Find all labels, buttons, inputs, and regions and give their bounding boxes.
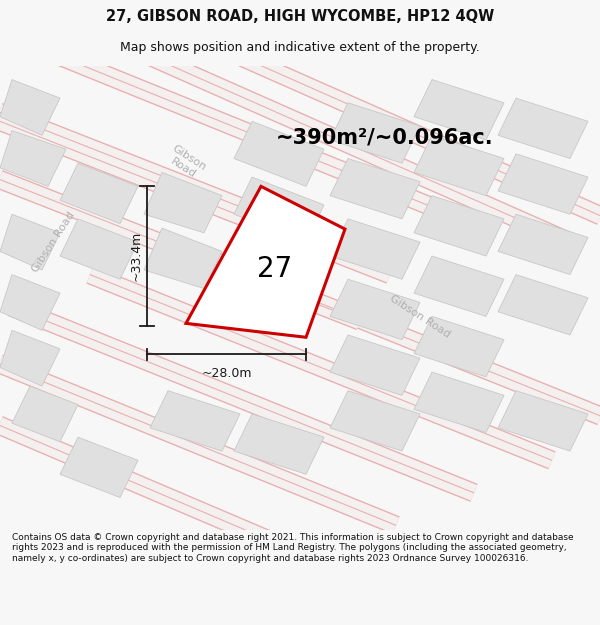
Polygon shape — [234, 177, 324, 242]
Text: Map shows position and indicative extent of the property.: Map shows position and indicative extent… — [120, 41, 480, 54]
Polygon shape — [414, 316, 504, 377]
Text: 27, GIBSON ROAD, HIGH WYCOMBE, HP12 4QW: 27, GIBSON ROAD, HIGH WYCOMBE, HP12 4QW — [106, 9, 494, 24]
Polygon shape — [414, 135, 504, 196]
Polygon shape — [144, 173, 222, 232]
Polygon shape — [498, 391, 588, 451]
Polygon shape — [0, 274, 60, 331]
Text: ~390m²/~0.096ac.: ~390m²/~0.096ac. — [276, 127, 494, 148]
Polygon shape — [414, 256, 504, 316]
Polygon shape — [144, 228, 222, 289]
Polygon shape — [414, 372, 504, 432]
Polygon shape — [498, 214, 588, 274]
Polygon shape — [330, 391, 420, 451]
Text: Gibson
Road: Gibson Road — [164, 144, 208, 182]
Polygon shape — [0, 79, 60, 135]
Text: Gibson Road: Gibson Road — [388, 293, 452, 339]
Polygon shape — [330, 279, 420, 339]
Polygon shape — [60, 437, 138, 498]
Polygon shape — [498, 98, 588, 159]
Polygon shape — [330, 102, 420, 163]
Polygon shape — [414, 196, 504, 256]
Polygon shape — [12, 386, 78, 442]
Polygon shape — [234, 121, 324, 186]
Polygon shape — [498, 274, 588, 335]
Polygon shape — [498, 154, 588, 214]
Text: Contains OS data © Crown copyright and database right 2021. This information is : Contains OS data © Crown copyright and d… — [12, 533, 574, 563]
Polygon shape — [0, 131, 66, 186]
Polygon shape — [234, 414, 324, 474]
Polygon shape — [60, 219, 138, 279]
Polygon shape — [330, 219, 420, 279]
Text: Gibson Road: Gibson Road — [31, 210, 77, 274]
Polygon shape — [330, 159, 420, 219]
Polygon shape — [330, 335, 420, 396]
Polygon shape — [0, 214, 60, 270]
Polygon shape — [150, 391, 240, 451]
Polygon shape — [0, 331, 60, 386]
Text: 27: 27 — [257, 255, 292, 283]
Polygon shape — [414, 79, 504, 140]
Text: ~33.4m: ~33.4m — [130, 231, 143, 281]
Polygon shape — [186, 186, 345, 338]
Polygon shape — [60, 163, 138, 224]
Text: ~28.0m: ~28.0m — [201, 366, 252, 379]
